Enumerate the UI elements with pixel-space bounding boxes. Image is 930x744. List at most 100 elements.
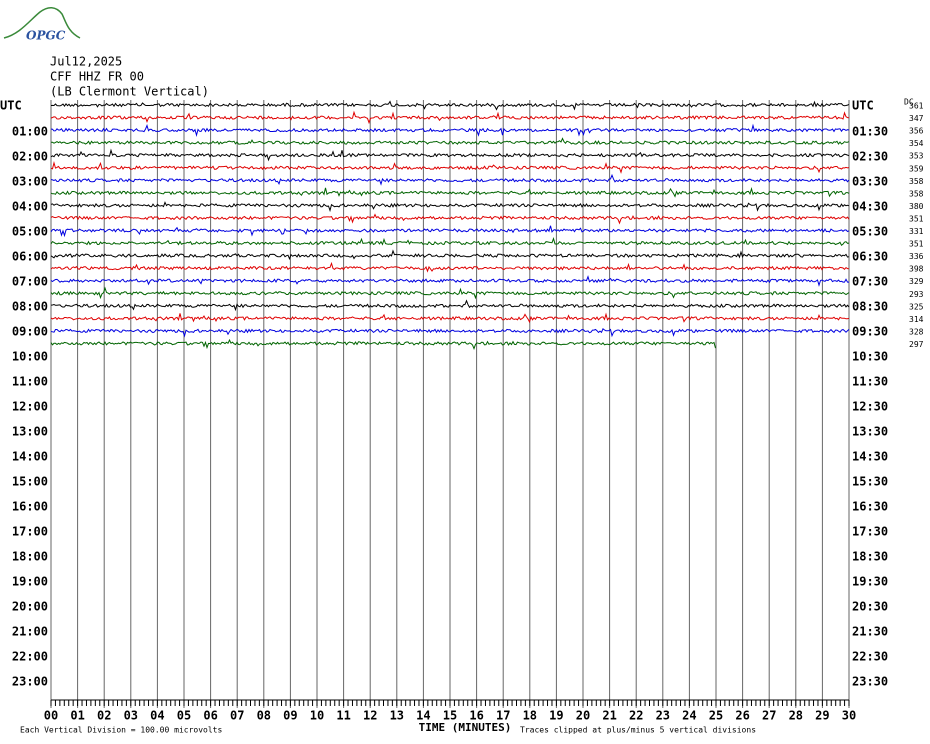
right-label: 03:30 bbox=[852, 175, 888, 189]
right-label: 19:30 bbox=[852, 575, 888, 589]
x-tick-label: 17 bbox=[496, 709, 510, 723]
dc-value: 358 bbox=[909, 177, 924, 186]
x-tick-label: 02 bbox=[97, 709, 111, 723]
trace bbox=[50, 123, 850, 137]
x-tick-label: 03 bbox=[124, 709, 138, 723]
x-tick-label: 13 bbox=[390, 709, 404, 723]
trace bbox=[50, 148, 850, 162]
left-label: 13:00 bbox=[12, 425, 48, 439]
right-label: 14:30 bbox=[852, 450, 888, 464]
x-tick-label: 25 bbox=[709, 709, 723, 723]
right-label: 02:30 bbox=[852, 150, 888, 164]
x-tick-label: 05 bbox=[177, 709, 191, 723]
left-label: 09:00 bbox=[12, 325, 48, 339]
right-label: 06:30 bbox=[852, 250, 888, 264]
x-tick-label: 01 bbox=[70, 709, 84, 723]
trace bbox=[50, 286, 850, 300]
trace bbox=[50, 225, 850, 238]
right-label: 10:30 bbox=[852, 350, 888, 364]
x-tick-label: 10 bbox=[310, 709, 324, 723]
right-label: 15:30 bbox=[852, 475, 888, 489]
left-label: 14:00 bbox=[12, 450, 48, 464]
left-label: 17:00 bbox=[12, 525, 48, 539]
trace bbox=[50, 275, 849, 287]
dc-label: DC bbox=[904, 98, 914, 107]
left-label: 05:00 bbox=[12, 225, 48, 239]
trace bbox=[50, 236, 850, 246]
left-label: 04:00 bbox=[12, 200, 48, 214]
location: (LB Clermont Vertical) bbox=[50, 85, 209, 99]
x-tick-label: 29 bbox=[815, 709, 829, 723]
left-label: 16:00 bbox=[12, 500, 48, 514]
dc-value: 361 bbox=[909, 102, 924, 111]
trace bbox=[50, 137, 850, 146]
x-tick-label: 06 bbox=[203, 709, 217, 723]
x-tick-label: 14 bbox=[416, 709, 430, 723]
dc-value: 359 bbox=[909, 164, 924, 173]
x-tick-label: 12 bbox=[363, 709, 377, 723]
right-label: 08:30 bbox=[852, 300, 888, 314]
right-label: 20:30 bbox=[852, 600, 888, 614]
x-tick-label: 04 bbox=[150, 709, 164, 723]
dc-value: 329 bbox=[909, 277, 924, 286]
right-label: UTC bbox=[852, 99, 874, 113]
x-tick-label: 00 bbox=[44, 709, 58, 723]
right-label: 23:30 bbox=[852, 675, 888, 689]
trace bbox=[50, 186, 850, 198]
trace bbox=[50, 338, 716, 351]
dc-value: 336 bbox=[909, 252, 924, 261]
right-label: 07:30 bbox=[852, 275, 888, 289]
x-tick-label: 16 bbox=[469, 709, 483, 723]
x-tick-label: 28 bbox=[789, 709, 803, 723]
trace bbox=[50, 261, 850, 273]
logo: OPGC bbox=[26, 29, 66, 43]
dc-value: 351 bbox=[909, 240, 924, 249]
left-label: 18:00 bbox=[12, 550, 48, 564]
trace bbox=[50, 160, 850, 174]
trace bbox=[50, 312, 850, 324]
date: Jul12,2025 bbox=[50, 55, 122, 69]
left-label: 21:00 bbox=[12, 625, 48, 639]
x-tick-label: 08 bbox=[257, 709, 271, 723]
left-label: 11:00 bbox=[12, 375, 48, 389]
left-label: 19:00 bbox=[12, 575, 48, 589]
trace bbox=[50, 201, 850, 213]
right-label: 17:30 bbox=[852, 525, 888, 539]
dc-value: 293 bbox=[909, 290, 924, 299]
right-label: 09:30 bbox=[852, 325, 888, 339]
right-label: 22:30 bbox=[852, 650, 888, 664]
x-tick-label: 30 bbox=[842, 709, 856, 723]
x-tick-label: 23 bbox=[656, 709, 670, 723]
x-tick-label: 20 bbox=[576, 709, 590, 723]
x-tick-label: 19 bbox=[549, 709, 563, 723]
dc-value: 353 bbox=[909, 152, 924, 161]
left-label: 22:00 bbox=[12, 650, 48, 664]
right-label: 12:30 bbox=[852, 400, 888, 414]
left-label: 08:00 bbox=[12, 300, 48, 314]
left-label: 01:00 bbox=[12, 125, 48, 139]
right-label: 04:30 bbox=[852, 200, 888, 214]
x-tick-label: 27 bbox=[762, 709, 776, 723]
dc-value: 347 bbox=[909, 114, 924, 123]
footer-left: Each Vertical Division = 100.00 microvol… bbox=[20, 726, 222, 735]
right-label: 01:30 bbox=[852, 125, 888, 139]
left-label: 02:00 bbox=[12, 150, 48, 164]
station: CFF HHZ FR 00 bbox=[50, 70, 144, 84]
dc-value: 358 bbox=[909, 189, 924, 198]
right-label: 18:30 bbox=[852, 550, 888, 564]
dc-value: 351 bbox=[909, 214, 924, 223]
left-label: 20:00 bbox=[12, 600, 48, 614]
left-label: 10:00 bbox=[12, 350, 48, 364]
dc-value: 314 bbox=[909, 315, 924, 324]
x-axis-label: TIME (MINUTES) bbox=[419, 721, 512, 734]
right-label: 13:30 bbox=[852, 425, 888, 439]
right-label: 16:30 bbox=[852, 500, 888, 514]
x-tick-label: 21 bbox=[602, 709, 616, 723]
x-tick-label: 11 bbox=[336, 709, 350, 723]
trace bbox=[50, 100, 850, 111]
left-label: 07:00 bbox=[12, 275, 48, 289]
x-tick-label: 26 bbox=[735, 709, 749, 723]
left-label: 06:00 bbox=[12, 250, 48, 264]
x-tick-label: 24 bbox=[682, 709, 696, 723]
